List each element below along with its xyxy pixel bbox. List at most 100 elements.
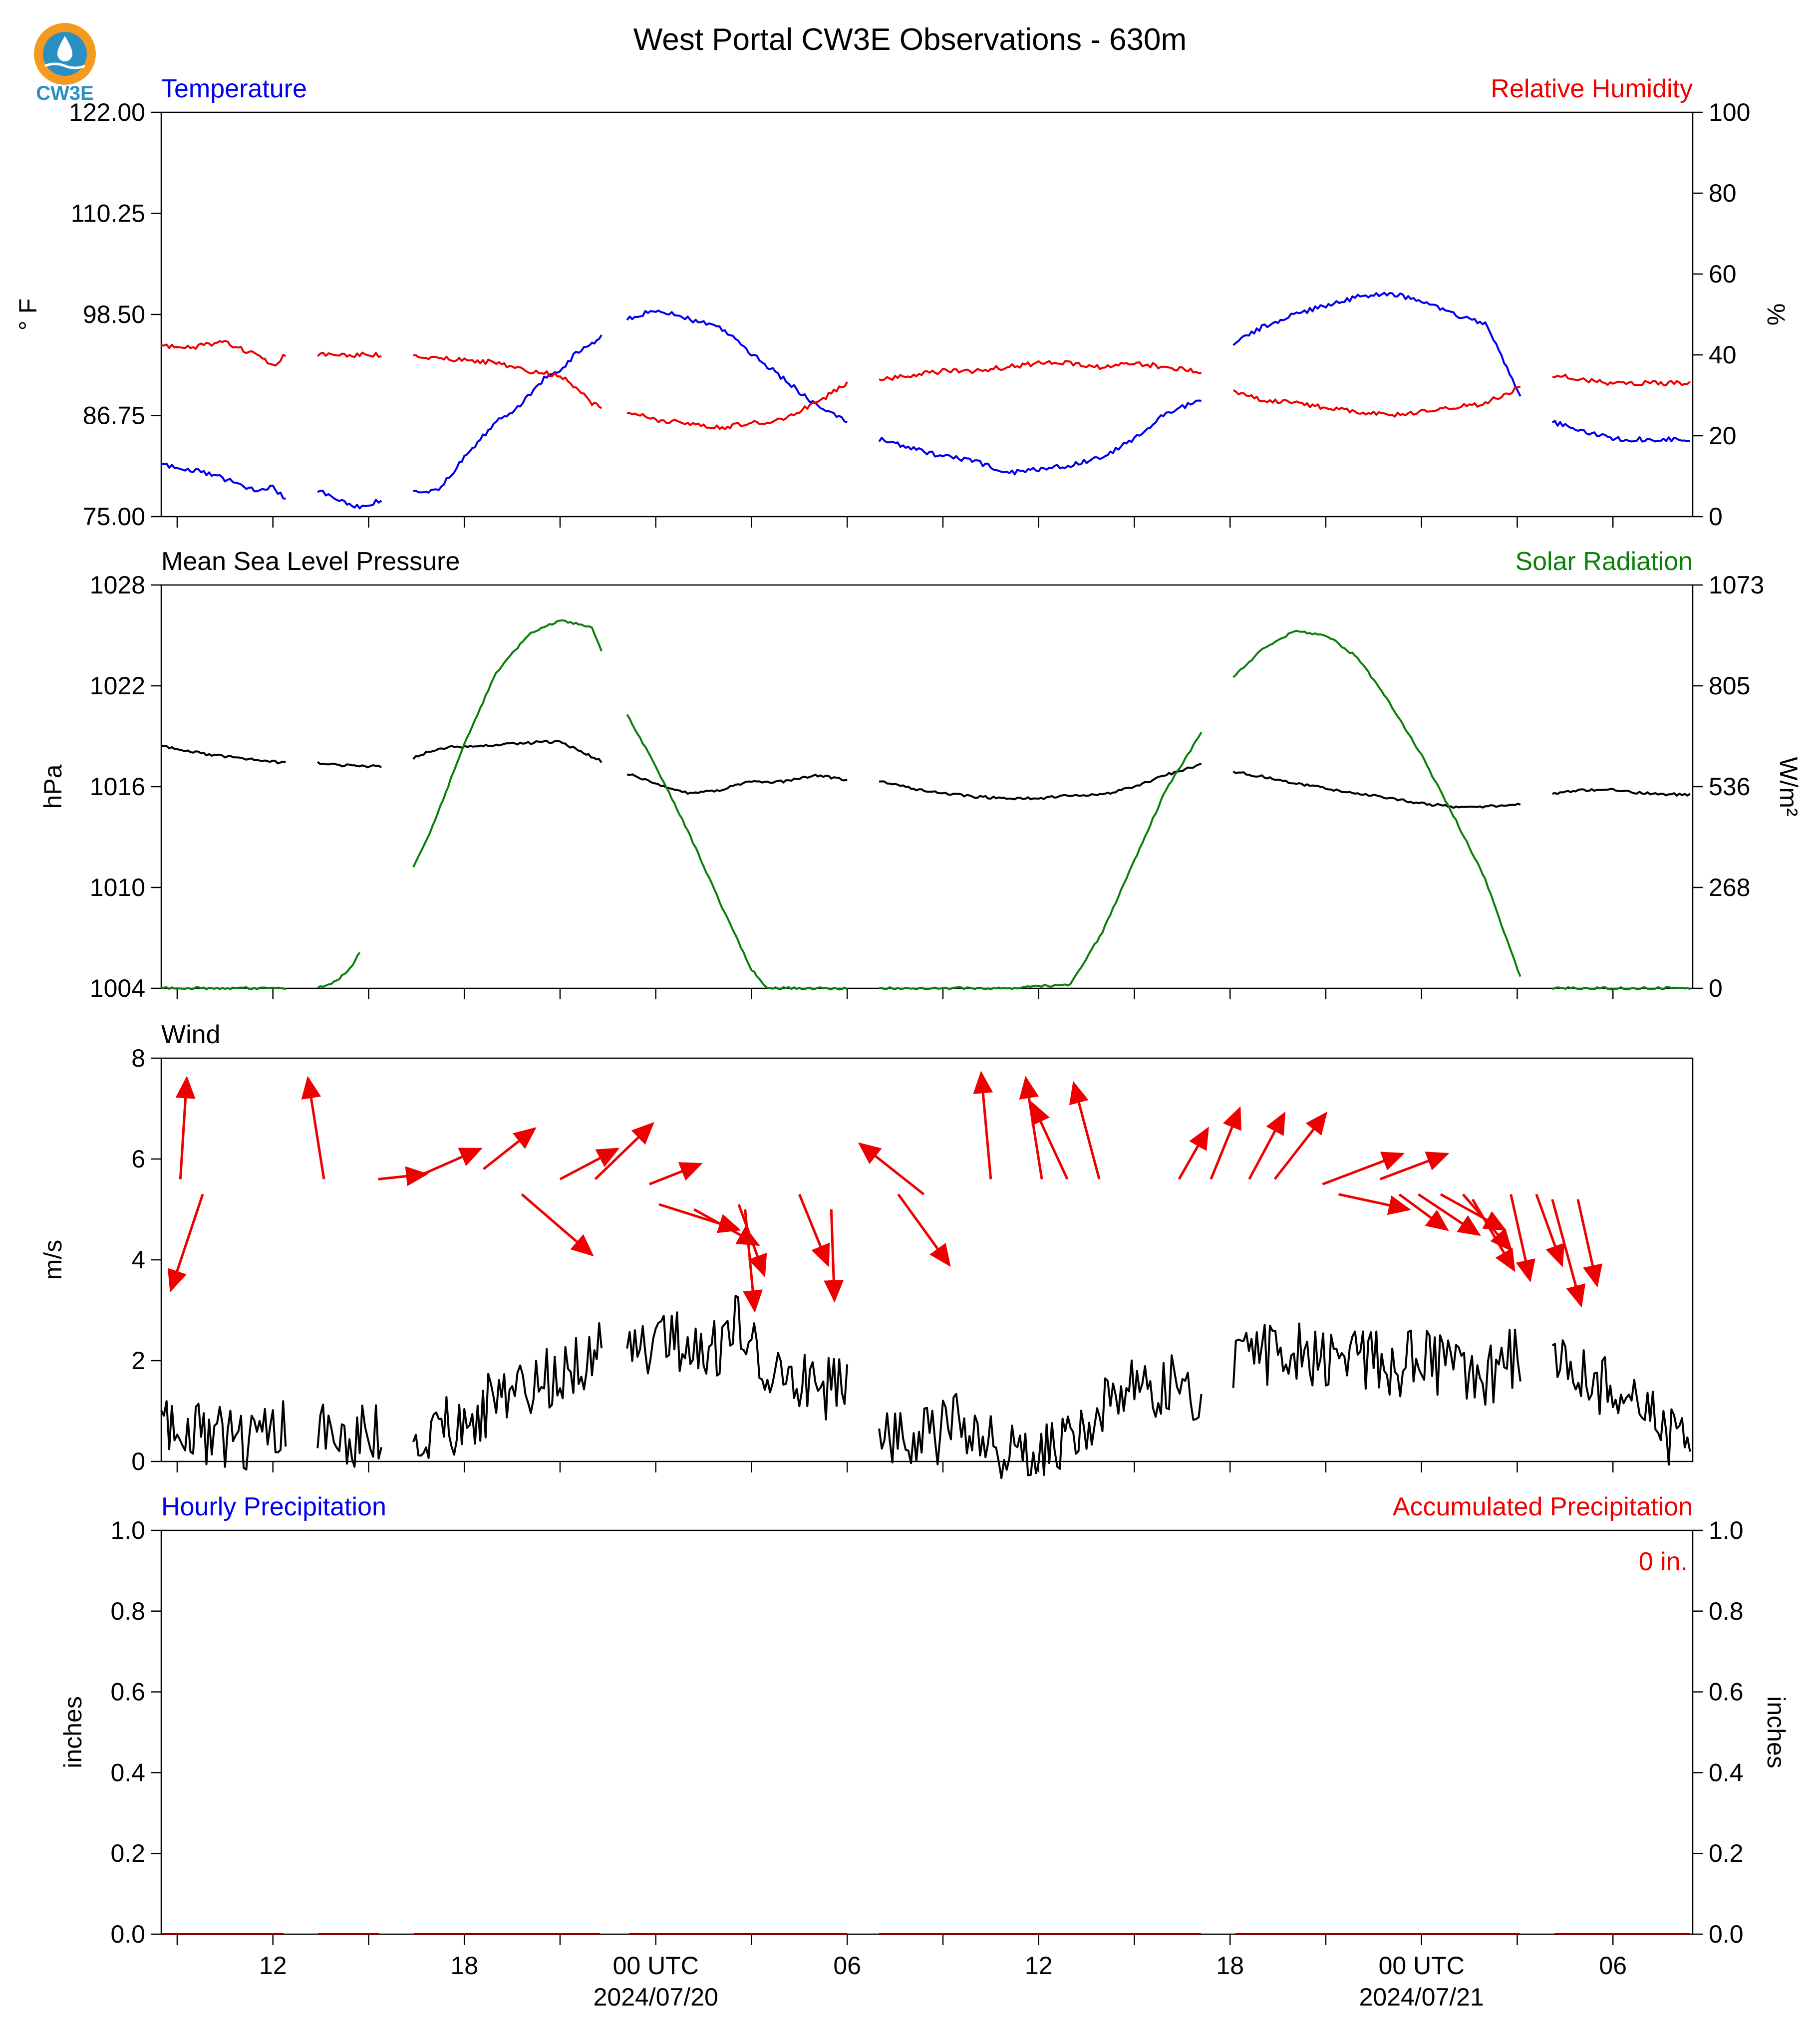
series-line	[1232, 386, 1521, 418]
y-tick-label-right: 0.0	[1709, 1920, 1744, 1948]
y-tick-label-left: 0	[131, 1448, 145, 1475]
panel-precipitation: 0.0 0.2 0.4 0.6 0.8 1.0 inches Hourly Precipita…	[59, 1492, 1790, 1948]
series-line	[161, 462, 286, 500]
y-tick-label-right: 268	[1709, 873, 1750, 901]
wind-vector-arrow	[559, 1148, 620, 1180]
wind-vector-arrow	[1535, 1193, 1565, 1267]
y-tick-label-left: 0.4	[110, 1758, 145, 1786]
series-line	[1551, 986, 1691, 991]
wind-vector-arrow	[1379, 1152, 1450, 1180]
x-tick-label: 06	[833, 1952, 861, 1980]
y-tick-label-right: 0	[1709, 503, 1723, 531]
x-tick-label: 18	[450, 1952, 478, 1980]
series-line	[413, 354, 603, 409]
panel-frame	[160, 1529, 1694, 1935]
chart-title: West Portal CW3E Observations - 630m	[633, 22, 1187, 57]
y-tick-label-left: 6	[131, 1145, 145, 1173]
wind-vector-arrow	[1510, 1194, 1535, 1283]
y-tick-label-right: 0.8	[1709, 1597, 1744, 1625]
series-line	[626, 1295, 849, 1421]
series-line	[1551, 420, 1690, 443]
y-tick-label-left: 1010	[90, 873, 145, 901]
wind-vector-arrow	[1069, 1081, 1101, 1180]
series-line	[413, 334, 603, 494]
y-axis-label-right: inches	[1762, 1696, 1790, 1768]
series-line	[316, 761, 382, 769]
y-axis-label-right: W/m²	[1775, 757, 1803, 816]
series-line	[317, 490, 382, 510]
y-tick-label-left: 110.25	[71, 200, 145, 228]
wind-vector-arrow	[658, 1203, 741, 1233]
y-tick-label-left: 0.0	[110, 1920, 145, 1948]
wind-vector-arrow	[1178, 1127, 1209, 1180]
series-line	[161, 986, 287, 991]
series-line	[1232, 1322, 1521, 1406]
series-line	[1552, 788, 1691, 797]
accumulated-total: 0 in.	[1639, 1547, 1688, 1576]
y-tick-label-left: 75.00	[83, 503, 145, 531]
y-axis-label-right: %	[1762, 303, 1790, 325]
series-line	[412, 619, 603, 868]
series-line	[316, 351, 382, 358]
y-tick-label-right: 805	[1709, 672, 1750, 700]
wind-vector-arrow	[798, 1193, 830, 1267]
y-tick-label-right: 0.2	[1709, 1839, 1744, 1867]
y-tick-label-left: 0.6	[110, 1678, 145, 1706]
wind-vector-arrow	[1031, 1101, 1069, 1180]
series-line	[879, 731, 1203, 991]
series-line	[412, 1322, 603, 1459]
series-line	[878, 399, 1202, 476]
logo-text: CW3E	[36, 82, 94, 104]
wind-vector-arrow	[649, 1162, 703, 1185]
series-line	[626, 714, 848, 991]
wind-vector-arrow	[167, 1193, 204, 1293]
wind-vector-arrow	[897, 1193, 951, 1267]
wind-vector-arrow	[1210, 1106, 1241, 1180]
x-date-label: 2024/07/20	[594, 1983, 718, 2011]
series-line	[317, 952, 361, 989]
panel-pressure_solar: 1004 1010 1016 1022 1028 hPa Mean Sea Level Pr…	[39, 547, 1803, 1002]
wind-vector-arrow	[1273, 1112, 1328, 1180]
y-tick-label-left: 4	[131, 1246, 145, 1274]
y-tick-label-left: 122.00	[69, 98, 145, 126]
series-line	[626, 309, 848, 423]
y-tick-label-left: 1022	[90, 672, 145, 700]
x-tick-label: 00 UTC	[1379, 1952, 1465, 1980]
series-line	[161, 340, 287, 367]
series-line	[1232, 770, 1521, 809]
cw3e-logo: CW3E	[34, 23, 96, 104]
wind-vector-arrow	[737, 1204, 767, 1278]
y-tick-label-left: 1.0	[110, 1516, 145, 1544]
wind-vector-arrow	[743, 1209, 763, 1313]
y-tick-label-right: 0	[1709, 974, 1723, 1002]
logo-wave	[44, 62, 85, 69]
wind-vector-arrow	[594, 1122, 654, 1180]
x-tick-label: 06	[1599, 1952, 1627, 1980]
series-line	[412, 740, 603, 763]
panel-title-right: Solar Radiation	[1515, 547, 1693, 576]
wind-vector-arrow	[1398, 1193, 1449, 1231]
x-tick-label: 00 UTC	[613, 1952, 699, 1980]
wind-vector-arrow	[1322, 1152, 1405, 1185]
series-line	[878, 1354, 1203, 1479]
panel-temperature_humidity: 75.00 86.75 98.50 110.25 122.00 ° F Temperatur…	[14, 74, 1790, 531]
panel-frame	[160, 584, 1694, 989]
wind-vector-arrow	[1471, 1198, 1516, 1272]
y-tick-label-left: 1004	[90, 974, 145, 1002]
y-tick-label-left: 1016	[90, 773, 145, 801]
series-line	[626, 773, 848, 795]
series-line	[1551, 1339, 1691, 1466]
y-tick-label-right: 100	[1709, 98, 1750, 126]
wind-vector-arrow	[378, 1166, 429, 1186]
series-line	[1232, 291, 1521, 397]
y-tick-label-left: 98.50	[83, 300, 145, 328]
wind-vector-arrow	[824, 1209, 844, 1303]
series-line	[627, 381, 848, 431]
y-axis-label-left: inches	[59, 1696, 87, 1768]
x-tick-label: 12	[1025, 1952, 1053, 1980]
series-line	[1552, 373, 1691, 386]
series-line	[879, 762, 1202, 801]
wind-vector-arrow	[973, 1071, 993, 1179]
wind-vector-arrow	[175, 1076, 196, 1179]
